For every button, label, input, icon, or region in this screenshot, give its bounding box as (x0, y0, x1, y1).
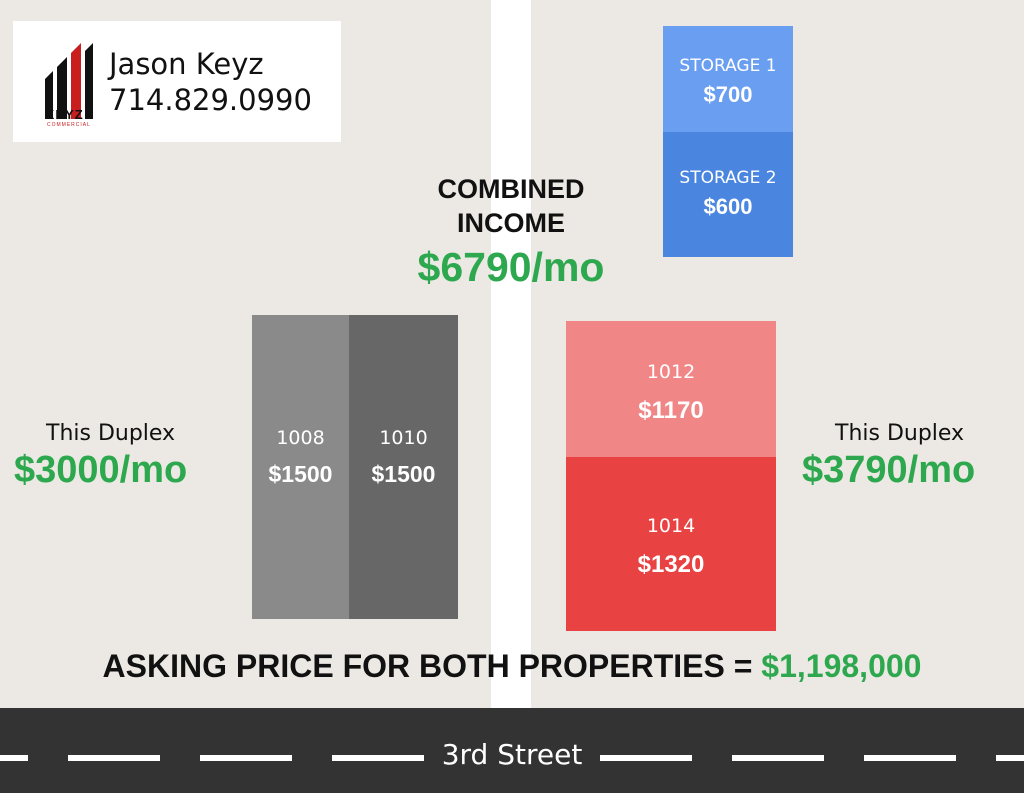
unit-1012-block: 1012 $1170 (566, 321, 776, 457)
unit-1008-block: 1008 $1500 (252, 315, 349, 619)
lane-dash (864, 755, 956, 761)
combined-income-amount: $6790/mo (417, 244, 605, 290)
storage-2-block: STORAGE 2 $600 (663, 132, 793, 257)
left-duplex-amount: $3000/mo (14, 449, 188, 491)
combined-line-1: COMBINED (437, 174, 585, 204)
center-divider (491, 0, 531, 708)
lane-dash (732, 755, 824, 761)
unit-number: 1012 (646, 361, 696, 383)
asking-price-line: ASKING PRICE FOR BOTH PROPERTIES = $1,19… (0, 648, 1024, 685)
unit-1010-block: 1010 $1500 (349, 315, 458, 619)
storage-1-label: STORAGE 1 (679, 56, 777, 76)
asking-price-value: $1,198,000 (761, 648, 922, 684)
unit-number: 1014 (646, 515, 696, 537)
combined-line-2: INCOME (457, 208, 565, 238)
unit-number: 1008 (276, 427, 325, 449)
agent-card: KEYZ COMMERCIAL Jason Keyz 714.829.0990 (13, 21, 341, 142)
storage-2-rent: $600 (703, 194, 753, 219)
lane-dash (200, 755, 292, 761)
lane-dash (68, 755, 160, 761)
building-logo-icon (45, 43, 93, 119)
storage-1-block: STORAGE 1 $700 (663, 26, 793, 132)
agent-phone: 714.829.0990 (109, 83, 312, 117)
storage-2-label: STORAGE 2 (679, 168, 777, 188)
unit-1014-block: 1014 $1320 (566, 457, 776, 631)
unit-rent: $1320 (637, 551, 705, 578)
lane-dash (0, 755, 28, 761)
right-duplex-amount: $3790/mo (802, 449, 976, 491)
street: 3rd Street (0, 708, 1024, 793)
lane-dash (996, 755, 1024, 761)
lane-dash (332, 755, 424, 761)
lane-dash (600, 755, 692, 761)
unit-rent: $1500 (268, 461, 333, 487)
left-duplex-label: This Duplex (46, 421, 176, 446)
logo-wordmark: KEYZ (45, 107, 84, 122)
storage-1-rent: $700 (703, 82, 753, 107)
combined-income-heading: COMBINED INCOME (376, 172, 646, 240)
unit-rent: $1500 (371, 461, 436, 487)
street-name: 3rd Street (424, 738, 600, 771)
asking-price-text: ASKING PRICE FOR BOTH PROPERTIES = (102, 648, 762, 684)
right-duplex-label: This Duplex (835, 421, 965, 446)
logo-subtext: COMMERCIAL (47, 122, 91, 128)
agent-name: Jason Keyz (109, 47, 264, 81)
unit-number: 1010 (379, 427, 428, 449)
unit-rent: $1170 (638, 397, 704, 424)
